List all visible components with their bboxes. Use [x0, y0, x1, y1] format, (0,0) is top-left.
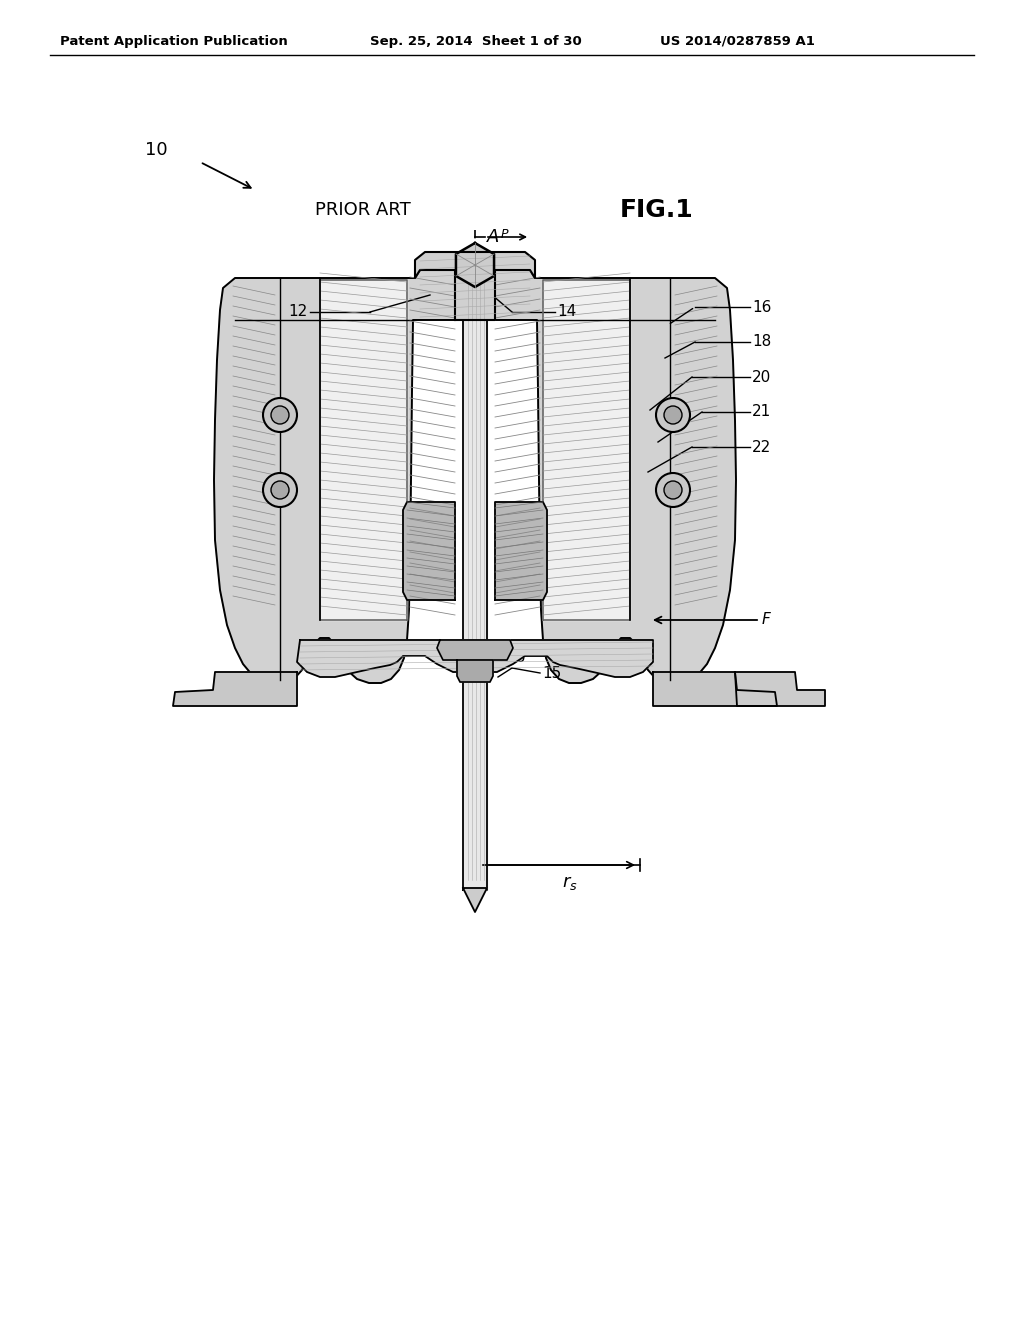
Text: $r_s$: $r_s$ [562, 874, 578, 892]
Text: 16: 16 [752, 300, 771, 314]
Text: 21: 21 [752, 404, 771, 420]
Text: 20: 20 [752, 370, 771, 384]
Text: 14: 14 [557, 305, 577, 319]
Polygon shape [297, 640, 653, 677]
Polygon shape [403, 502, 455, 601]
Circle shape [664, 407, 682, 424]
Polygon shape [456, 243, 494, 286]
Circle shape [271, 407, 289, 424]
Text: 18: 18 [752, 334, 771, 350]
Text: 22: 22 [752, 440, 771, 454]
Polygon shape [495, 271, 736, 684]
Circle shape [263, 473, 297, 507]
Polygon shape [735, 672, 825, 706]
Polygon shape [214, 271, 455, 684]
Polygon shape [457, 660, 493, 682]
Circle shape [664, 480, 682, 499]
Text: PRIOR ART: PRIOR ART [315, 201, 411, 219]
Polygon shape [319, 280, 407, 620]
Text: 10: 10 [145, 141, 168, 158]
Polygon shape [415, 252, 535, 319]
Text: FIG.1: FIG.1 [620, 198, 693, 222]
Polygon shape [463, 888, 487, 912]
Polygon shape [495, 502, 547, 601]
Text: F: F [762, 612, 771, 627]
Polygon shape [653, 672, 777, 706]
Text: Patent Application Publication: Patent Application Publication [60, 36, 288, 48]
Text: 15: 15 [542, 665, 561, 681]
Text: P: P [501, 228, 509, 242]
Circle shape [656, 473, 690, 507]
Polygon shape [543, 280, 630, 620]
Circle shape [263, 399, 297, 432]
Text: A: A [487, 228, 500, 246]
Text: 26: 26 [507, 651, 526, 665]
Circle shape [271, 480, 289, 499]
Text: 12: 12 [289, 305, 308, 319]
Polygon shape [463, 255, 487, 890]
Polygon shape [437, 640, 513, 660]
Text: US 2014/0287859 A1: US 2014/0287859 A1 [660, 36, 815, 48]
Text: Sep. 25, 2014  Sheet 1 of 30: Sep. 25, 2014 Sheet 1 of 30 [370, 36, 582, 48]
Polygon shape [173, 672, 297, 706]
Circle shape [656, 399, 690, 432]
